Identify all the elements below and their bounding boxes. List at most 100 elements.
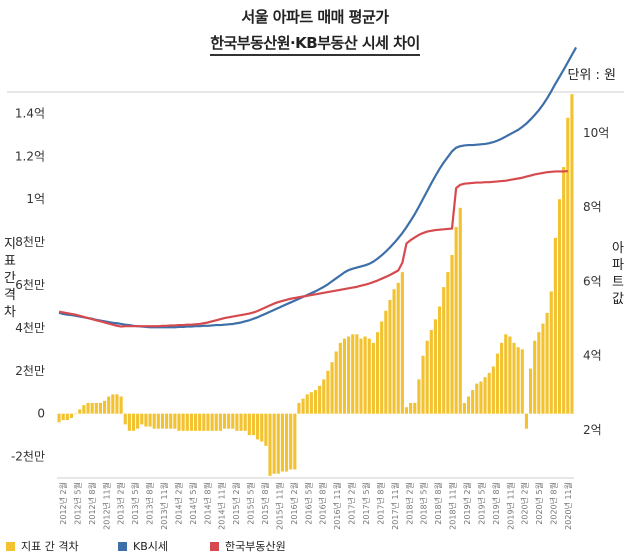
gap-bar	[462, 402, 466, 414]
gap-bar	[272, 413, 276, 474]
gap-bar	[442, 287, 446, 414]
gap-bar	[61, 413, 65, 421]
gap-bar	[82, 405, 86, 414]
y-left-tick-label: 0	[37, 407, 45, 421]
gap-bar	[181, 413, 185, 431]
gap-bar	[396, 282, 400, 414]
gap-bar	[537, 332, 541, 414]
legend-item-kb: KB시세	[118, 538, 168, 554]
gap-bar	[189, 413, 193, 431]
legend-label-reb: 한국부동산원	[225, 540, 286, 553]
gap-bar	[144, 413, 148, 427]
x-tick-label: 2019년 5월	[476, 482, 486, 525]
gap-bar	[371, 342, 375, 414]
gap-bar	[74, 413, 78, 415]
gap-bar	[512, 342, 516, 414]
x-tick-label: 2017년 11월	[390, 482, 400, 530]
x-tick-label: 2015년 11월	[274, 482, 284, 530]
y-left-axis-label: 지표 간 격차	[4, 237, 16, 320]
gap-bar	[78, 409, 82, 414]
gap-bar	[115, 394, 119, 414]
gap-bar	[136, 413, 140, 429]
gap-bar	[313, 390, 318, 414]
y-left-tick-label: 2천만	[15, 363, 45, 378]
gap-bar	[504, 334, 508, 414]
y-right-tick-label: 8억	[583, 200, 602, 214]
y-left-tick-label: 6천만	[15, 277, 45, 292]
x-tick-label: 2017년 2월	[347, 482, 357, 525]
x-tick-label: 2012년 5월	[72, 482, 82, 525]
legend-label-kb: KB시세	[133, 540, 168, 553]
x-tick-label: 2016년 8월	[318, 482, 328, 525]
gap-bar	[293, 413, 297, 470]
gap-bar	[446, 272, 450, 414]
x-tick-label: 2015년 5월	[246, 482, 256, 525]
x-tick-label: 2020년 11월	[563, 482, 573, 530]
gap-bar	[342, 338, 347, 414]
gap-bar	[363, 336, 367, 414]
gap-bar	[545, 312, 549, 414]
gap-bar	[458, 207, 462, 414]
gap-bar	[483, 377, 487, 414]
gap-bar	[198, 413, 202, 431]
gap-bar	[57, 413, 61, 423]
gap-bar	[450, 254, 454, 414]
gap-bar	[251, 413, 256, 436]
x-tick-label: 2017년 5월	[361, 482, 371, 525]
legend-item-reb: 한국부동산원	[210, 538, 286, 554]
gap-bar	[566, 117, 570, 414]
gap-bar	[98, 402, 102, 414]
x-tick-label: 2016년 11월	[332, 482, 342, 530]
gap-bar	[466, 396, 471, 414]
gap-bar	[193, 413, 198, 431]
gap-bar	[421, 355, 425, 414]
x-tick-label: 2020년 5월	[534, 482, 544, 525]
gap-bar	[508, 336, 512, 414]
gap-bar	[479, 381, 483, 414]
gap-bar	[351, 334, 355, 414]
x-tick-label: 2015년 8월	[260, 482, 270, 525]
gap-bar	[69, 413, 74, 418]
gap-bar	[276, 413, 280, 474]
y-left-tick-label: 4천만	[15, 320, 45, 335]
gap-bar	[326, 370, 330, 414]
x-tick-label: 2018년 11월	[448, 482, 458, 530]
gap-bar	[243, 413, 247, 431]
y-right-tick-label: 6억	[583, 274, 602, 288]
gap-bar	[152, 413, 156, 429]
x-tick-label: 2016년 2월	[289, 482, 299, 525]
gap-bar	[475, 383, 479, 414]
gap-bar	[284, 413, 289, 472]
gap-bar	[553, 237, 557, 414]
y-right-axis-label: 아파트값	[612, 241, 624, 307]
x-tick-label: 2019년 8월	[491, 482, 501, 525]
gap-bar	[359, 338, 363, 414]
chart-subtitle-text: 한국부동산원·KB부동산 시세 차이	[210, 34, 420, 56]
x-tick-label: 2018년 2월	[404, 482, 414, 525]
x-tick-label: 2013년 5월	[130, 482, 140, 525]
gap-bar	[222, 413, 227, 429]
gap-bar	[557, 199, 562, 414]
gap-bar	[491, 366, 495, 414]
gap-bar	[177, 413, 181, 431]
gap-bar	[173, 413, 177, 429]
gap-bar	[318, 385, 322, 414]
gap-bar	[301, 398, 305, 414]
gap-bar	[102, 400, 107, 414]
gap-bar	[218, 413, 222, 431]
gap-bar	[375, 332, 380, 414]
gap-bar	[347, 336, 351, 414]
gap-bar	[119, 396, 123, 414]
y-left-tick-label: -2천만	[11, 449, 45, 464]
gap-bar	[239, 413, 243, 431]
gap-bar	[231, 413, 235, 429]
gap-bar	[562, 167, 566, 414]
gap-bar	[367, 338, 371, 414]
gap-bar	[156, 413, 160, 429]
x-tick-label: 2018년 5월	[419, 482, 429, 525]
y-left-tick-label: 1.4억	[15, 106, 45, 120]
gap-bar	[264, 413, 268, 446]
gap-bar	[429, 330, 433, 414]
gap-bar	[140, 413, 144, 425]
gap-bar	[309, 392, 313, 414]
